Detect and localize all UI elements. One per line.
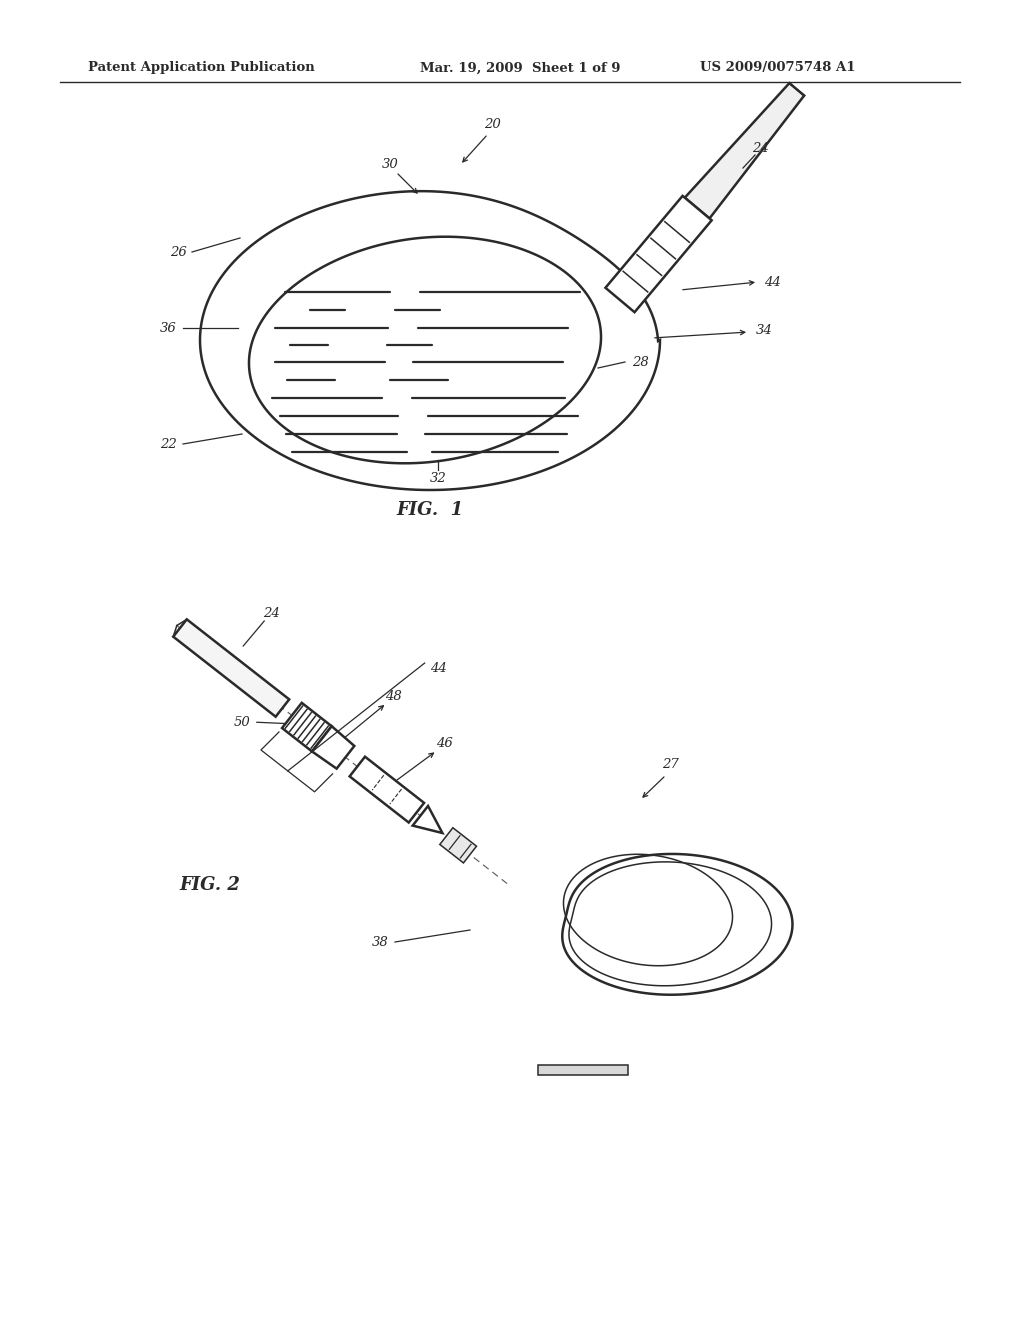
Text: 24: 24 [263,606,280,619]
Text: 32: 32 [430,471,446,484]
Text: 28: 28 [632,355,648,368]
Text: 44: 44 [764,276,780,289]
Text: 34: 34 [756,323,772,337]
Text: 50: 50 [233,715,250,729]
Text: Mar. 19, 2009  Sheet 1 of 9: Mar. 19, 2009 Sheet 1 of 9 [420,62,621,74]
Polygon shape [605,195,712,313]
Text: 26: 26 [170,246,186,259]
Polygon shape [349,756,424,822]
Text: 44: 44 [430,661,447,675]
Text: Patent Application Publication: Patent Application Publication [88,62,314,74]
Text: FIG.  1: FIG. 1 [396,502,464,519]
Polygon shape [312,726,354,768]
Polygon shape [249,236,601,463]
Text: 24: 24 [752,141,768,154]
Text: 20: 20 [483,119,501,132]
Text: 27: 27 [662,759,678,771]
Polygon shape [685,83,804,218]
Text: 38: 38 [372,936,388,949]
Text: 30: 30 [382,158,398,172]
Polygon shape [413,807,442,833]
Text: 22: 22 [160,437,176,450]
Polygon shape [538,1065,628,1074]
Polygon shape [282,702,332,751]
Polygon shape [200,191,660,490]
Text: 46: 46 [436,737,454,750]
Text: 36: 36 [160,322,176,334]
Polygon shape [562,854,793,995]
Text: US 2009/0075748 A1: US 2009/0075748 A1 [700,62,855,74]
Text: FIG. 2: FIG. 2 [179,876,241,894]
Polygon shape [173,619,289,717]
Polygon shape [440,828,476,863]
Text: 48: 48 [385,689,402,702]
